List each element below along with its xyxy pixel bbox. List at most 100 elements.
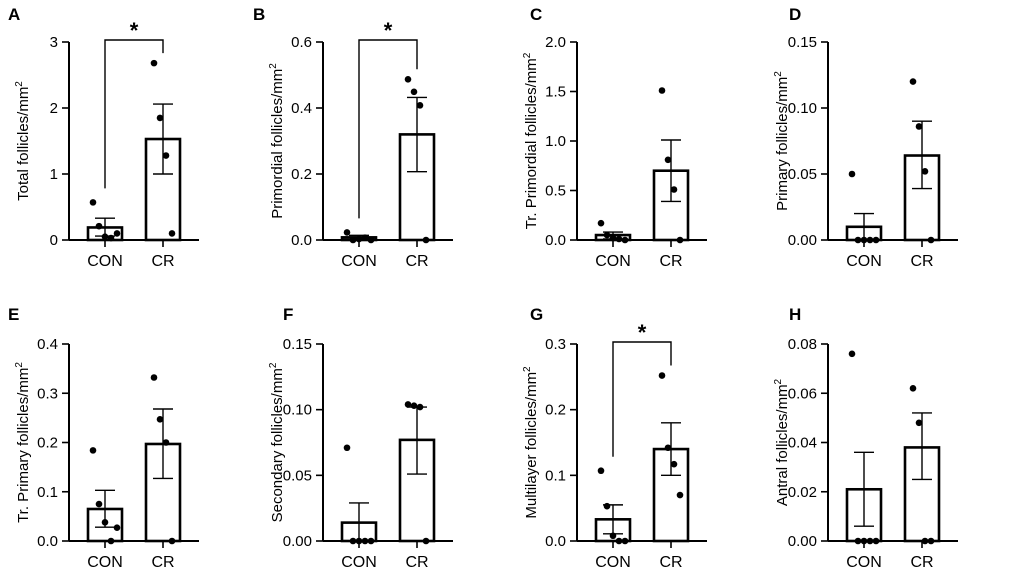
- x-tick-label-cr: CR: [910, 554, 933, 571]
- y-tick-label: 0.0: [545, 232, 566, 249]
- data-point-cr: [915, 123, 923, 130]
- y-axis-label-superscript: 2: [14, 81, 25, 87]
- panel-b: B Primordial follicles/mm2 0.0 0.2 0.4 0.6 CON…: [253, 5, 453, 270]
- data-point-con: [113, 230, 121, 237]
- x-tick-label-cr: CR: [659, 554, 682, 571]
- y-tick-label: 0.2: [291, 166, 312, 183]
- y-tick-label: 0.02: [788, 484, 817, 501]
- data-point-cr: [150, 374, 158, 381]
- y-tick-label: 0.0: [37, 533, 58, 550]
- data-point-con: [95, 500, 103, 508]
- y-axis-label: Primary follicles/mm2: [773, 71, 791, 211]
- x-tick-label-cr: CR: [659, 253, 682, 270]
- y-axis-label: Tr. Primordial follicles/mm2: [522, 52, 540, 229]
- data-point-cr: [156, 114, 164, 122]
- y-tick-label: 0.15: [283, 336, 312, 353]
- y-tick-label: 0: [50, 232, 58, 249]
- error-bar-cr: [407, 96, 427, 173]
- y-tick-label: 0.05: [788, 166, 817, 183]
- y-tick-label: 0.4: [37, 336, 58, 353]
- panel-letter: G: [530, 305, 543, 324]
- data-point-cr: [410, 88, 418, 96]
- panel-c: C Tr. Primordial follicles/mm2 0.0 0.5 1.0 1.…: [522, 5, 707, 270]
- panel-letter: A: [8, 5, 20, 24]
- data-point-cr: [404, 75, 412, 83]
- data-point-cr: [658, 87, 666, 94]
- data-point-con: [597, 467, 605, 475]
- data-point-cr: [921, 168, 929, 175]
- data-point-con: [609, 532, 617, 540]
- error-bar-cr: [912, 120, 932, 190]
- significance-bracket: *: [104, 18, 164, 189]
- y-tick-label: 0.3: [545, 336, 566, 353]
- panel-letter: C: [530, 5, 542, 24]
- y-axis-label-text: Primordial follicles/mm: [269, 69, 286, 219]
- significance-line: [104, 39, 164, 189]
- y-tick-label: 0.00: [283, 533, 312, 550]
- y-axis-label: Secondary follicles/mm2: [268, 362, 286, 522]
- data-point-cr: [156, 416, 164, 423]
- y-tick-label: 0.08: [788, 336, 817, 353]
- x-tick-label-cr: CR: [151, 554, 174, 571]
- y-tick-label: 0.1: [545, 467, 566, 484]
- y-axis-label: Total follicles/mm2: [14, 81, 32, 201]
- data-point-cr: [168, 230, 176, 237]
- significance-star: *: [638, 320, 647, 345]
- y-tick-label: 2.0: [545, 34, 566, 51]
- data-point-con: [89, 199, 97, 206]
- data-point-cr: [670, 460, 678, 468]
- y-axis-label-superscript: 2: [522, 52, 533, 58]
- y-tick-label: 0.05: [283, 467, 312, 484]
- panel-letter: H: [789, 305, 801, 324]
- y-tick-label: 0.2: [37, 435, 58, 452]
- y-axis-label: Antral follicles/mm2: [773, 378, 791, 506]
- x-tick-label-con: CON: [846, 554, 882, 571]
- data-point-cr: [162, 439, 170, 446]
- panel-letter: F: [283, 305, 293, 324]
- error-bar-cr: [153, 103, 173, 175]
- data-point-con: [848, 170, 856, 178]
- x-tick-label-con: CON: [595, 554, 631, 571]
- y-tick-label: 1: [50, 166, 58, 183]
- data-point-con: [603, 502, 611, 510]
- data-point-cr: [664, 444, 672, 452]
- data-point-con: [101, 518, 109, 526]
- data-point-cr: [676, 491, 684, 499]
- x-tick-label-cr: CR: [405, 554, 428, 571]
- y-tick-label: 0.10: [788, 100, 817, 117]
- y-tick-label: 0.00: [788, 232, 817, 249]
- x-tick-label-con: CON: [341, 253, 377, 270]
- data-point-cr: [909, 78, 917, 85]
- panel-letter: E: [8, 305, 19, 324]
- y-tick-label: 3: [50, 34, 58, 51]
- data-point-con: [597, 219, 605, 227]
- y-tick-label: 0.15: [788, 34, 817, 51]
- data-point-cr: [915, 419, 923, 427]
- y-tick-label: 0.1: [37, 484, 58, 501]
- y-axis-label-superscript: 2: [522, 366, 533, 372]
- y-tick-label: 0.2: [545, 402, 566, 419]
- data-point-cr: [150, 59, 158, 67]
- error-bar-con: [854, 451, 874, 527]
- data-point-cr: [670, 186, 678, 193]
- significance-star: *: [130, 18, 139, 43]
- y-tick-label: 0.5: [545, 183, 566, 200]
- panel-h: H Antral follicles/mm2 0.00 0.02 0.04 0.06 0.0…: [773, 305, 958, 571]
- data-point-con: [603, 231, 611, 239]
- data-point-cr: [162, 152, 170, 159]
- x-tick-label-con: CON: [87, 253, 123, 270]
- y-tick-label: 0.0: [545, 533, 566, 550]
- significance-star: *: [384, 18, 393, 43]
- y-tick-label: 1.0: [545, 133, 566, 150]
- x-tick-label-cr: CR: [151, 253, 174, 270]
- y-axis-label-superscript: 2: [14, 362, 25, 368]
- x-tick-label-cr: CR: [405, 253, 428, 270]
- data-point-con: [89, 447, 97, 454]
- y-tick-label: 1.5: [545, 84, 566, 101]
- data-point-con: [95, 222, 103, 230]
- y-axis-label-superscript: 2: [773, 378, 784, 384]
- data-point-con: [343, 229, 351, 236]
- y-axis-label-superscript: 2: [268, 362, 279, 368]
- y-tick-label: 0.3: [37, 385, 58, 402]
